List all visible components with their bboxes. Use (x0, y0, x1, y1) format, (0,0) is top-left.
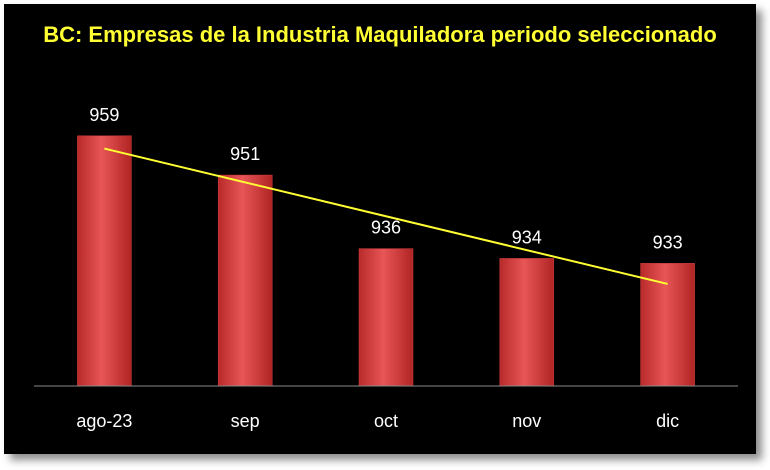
trendline (104, 147, 668, 285)
data-label-sep: 951 (230, 144, 260, 164)
x-tick-label-dic: dic (656, 411, 679, 431)
x-tick-label-nov: nov (512, 411, 541, 431)
data-label-ago-23: 959 (89, 105, 119, 125)
data-label-oct: 936 (371, 218, 401, 238)
data-label-nov: 934 (512, 227, 542, 247)
x-tick-label-ago-23: ago-23 (76, 411, 132, 431)
x-tick-label-oct: oct (374, 411, 398, 431)
bar-dic (640, 263, 695, 387)
bars-layer (77, 135, 695, 387)
bar-nov (499, 258, 555, 387)
bar-sep (217, 174, 273, 387)
bar-oct (358, 248, 414, 387)
data-label-dic: 933 (653, 232, 683, 252)
chart-title: BC: Empresas de la Industria Maquiladora… (43, 22, 717, 47)
x-tick-label-sep: sep (231, 411, 260, 431)
bar-ago-23 (77, 135, 132, 387)
labels-layer: 959 ago-23 951 sep 936 oct 934 nov 933 dic (76, 105, 682, 431)
